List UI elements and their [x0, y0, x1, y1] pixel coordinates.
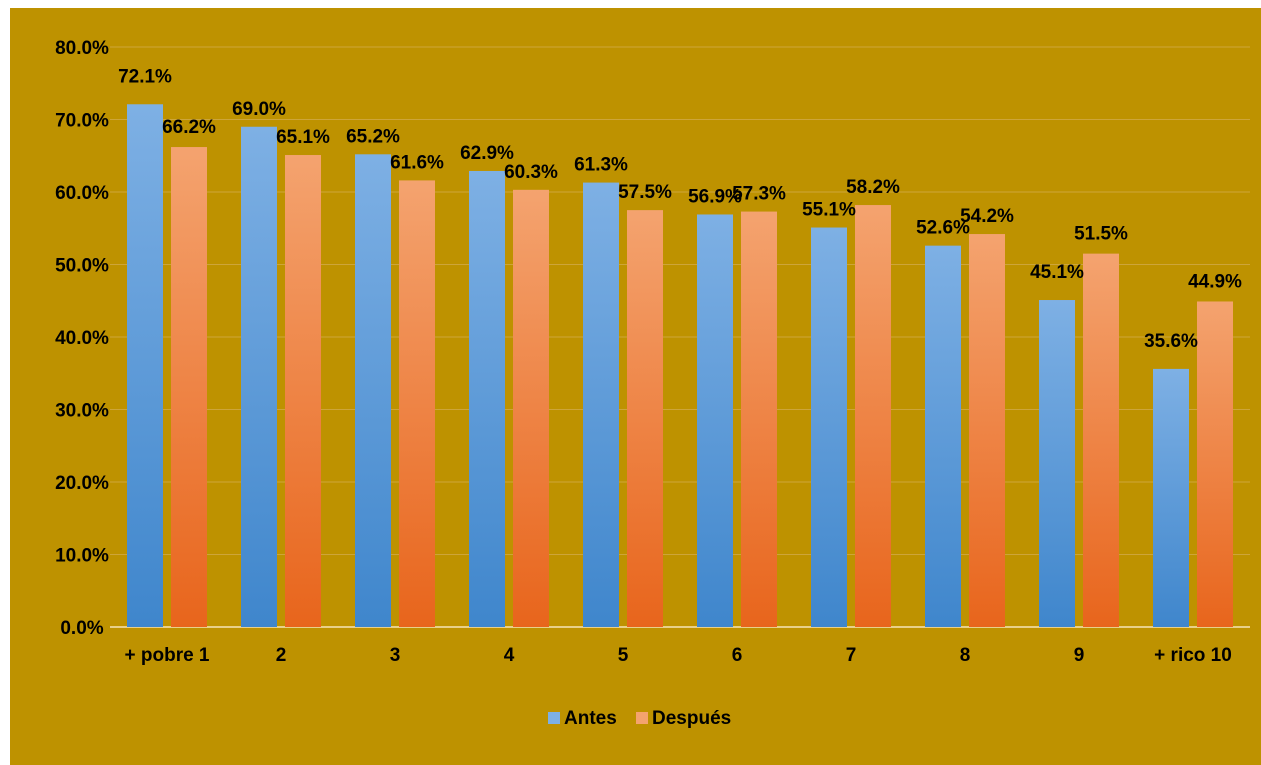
- bar-despus: [969, 234, 1005, 628]
- bar-antes: [925, 245, 961, 627]
- bar-antes: [127, 104, 163, 627]
- bar-despus: [513, 189, 549, 627]
- data-label: 51.5%: [1074, 224, 1128, 245]
- x-tick-label: 6: [732, 645, 743, 666]
- y-tick-label: 80.0%: [55, 38, 109, 59]
- data-label: 45.1%: [1030, 262, 1084, 283]
- bar-despus: [399, 180, 435, 627]
- bar-despus: [1197, 301, 1233, 627]
- legend-label: Después: [652, 708, 731, 729]
- data-label: 69.0%: [232, 99, 286, 120]
- bar-chart: 0.0% 10.0% 20.0% 30.0% 40.0% 50.0% 60.0% 70.0% 8…: [55, 38, 1250, 729]
- data-label: 57.3%: [732, 184, 786, 205]
- bar-despus: [285, 155, 321, 627]
- y-tick-label: 70.0%: [55, 111, 109, 132]
- x-axis-ticks: + pobre 1 2 3 4 5 6 7 8 9 + rico 10: [125, 645, 1232, 666]
- x-tick-label: 4: [504, 645, 515, 666]
- x-tick-label: 7: [846, 645, 857, 666]
- bar-antes: [583, 182, 619, 627]
- data-label: 65.2%: [346, 126, 400, 147]
- y-tick-label: 40.0%: [55, 328, 109, 349]
- data-label: 56.9%: [688, 186, 742, 207]
- bar-antes: [1153, 368, 1189, 627]
- legend-swatch: [548, 712, 560, 724]
- chart-container: 0.0% 10.0% 20.0% 30.0% 40.0% 50.0% 60.0% 70.0% 8…: [10, 8, 1261, 765]
- y-tick-label: 20.0%: [55, 473, 109, 494]
- data-label: 65.1%: [276, 127, 330, 148]
- y-tick-label: 0.0%: [60, 618, 103, 639]
- data-labels: 72.1% 66.2% 69.0% 65.1% 65.2% 61.6% 62.9%60.3%…: [118, 66, 1242, 352]
- data-label: 57.5%: [618, 182, 672, 203]
- bar-antes: [469, 170, 505, 627]
- bars: [127, 104, 1233, 628]
- x-tick-label: + rico 10: [1154, 645, 1232, 666]
- bar-despus: [741, 211, 777, 627]
- data-label: 62.9%: [460, 143, 514, 164]
- bar-antes: [811, 227, 847, 627]
- y-tick-label: 60.0%: [55, 183, 109, 204]
- bar-despus: [855, 205, 891, 628]
- x-tick-label: 8: [960, 645, 971, 666]
- bar-antes: [355, 154, 391, 628]
- bar-despus: [1083, 253, 1119, 627]
- y-tick-label: 50.0%: [55, 256, 109, 277]
- bar-despus: [627, 210, 663, 627]
- legend-label: Antes: [564, 708, 617, 729]
- data-label: 61.6%: [390, 152, 444, 173]
- y-axis-ticks: 0.0% 10.0% 20.0% 30.0% 40.0% 50.0% 60.0% 70.0% 8…: [55, 38, 109, 639]
- legend-swatch: [636, 712, 648, 724]
- y-tick-label: 10.0%: [55, 546, 109, 567]
- bar-antes: [697, 214, 733, 627]
- x-tick-label: + pobre 1: [125, 645, 210, 666]
- data-label: 52.6%: [916, 218, 970, 239]
- data-label: 72.1%: [118, 66, 172, 87]
- bar-antes: [1039, 300, 1075, 627]
- x-tick-label: 9: [1074, 645, 1085, 666]
- data-label: 44.9%: [1188, 271, 1242, 292]
- data-label: 61.3%: [574, 155, 628, 176]
- legend: Antes Después: [548, 708, 731, 729]
- bar-despus: [171, 147, 207, 628]
- data-label: 35.6%: [1144, 331, 1198, 352]
- x-tick-label: 3: [390, 645, 401, 666]
- data-label: 54.2%: [960, 206, 1014, 227]
- bar-antes: [241, 126, 277, 627]
- data-label: 66.2%: [162, 117, 216, 138]
- x-tick-label: 5: [618, 645, 629, 666]
- data-label: 55.1%: [802, 200, 856, 221]
- data-label: 60.3%: [504, 162, 558, 183]
- data-label: 58.2%: [846, 177, 900, 198]
- y-tick-label: 30.0%: [55, 401, 109, 422]
- x-tick-label: 2: [276, 645, 287, 666]
